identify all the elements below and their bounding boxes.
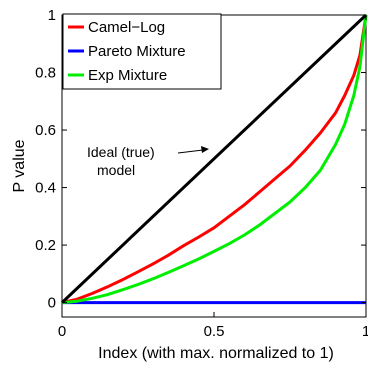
y-tick-label: 0.4: [35, 180, 56, 197]
x-tick-label: 0.5: [204, 323, 225, 340]
series-line-ideal: [60, 13, 368, 304]
annotation-line-2: model: [97, 162, 135, 178]
y-axis-label: P value: [11, 139, 28, 192]
y-tick-label: 0.2: [35, 237, 56, 254]
ideal-annotation: Ideal (true) model: [87, 144, 209, 178]
legend-box: [62, 13, 222, 90]
series-line-exp-mixture: [61, 14, 368, 305]
x-tick-label: 1: [362, 323, 368, 340]
annotation-arrow-shaft: [177, 149, 204, 154]
annotation-arrowhead: [201, 146, 209, 153]
legend-label-exp-mixture: Exp Mixture: [88, 67, 167, 84]
legend-label-pareto-mixture: Pareto Mixture: [88, 43, 186, 60]
y-tick-label: 0.6: [35, 122, 56, 139]
series-line-camel-log: [61, 14, 368, 305]
x-axis-label: Index (with max. normalized to 1): [98, 345, 334, 362]
x-tick-label: 0: [58, 323, 66, 340]
annotation-line-1: Ideal (true): [87, 144, 155, 160]
axis-ticks: 0 0.5 1 0 0.2 0.4 0.6 0.8 1: [35, 7, 368, 340]
y-tick-label: 1: [48, 7, 56, 24]
legend-label-camel-log: Camel−Log: [88, 19, 165, 36]
y-tick-label: 0.8: [35, 65, 56, 82]
legend: Camel−Log Pareto Mixture Exp Mixture: [62, 13, 222, 90]
series-lines: [60, 13, 368, 305]
y-tick-label: 0: [48, 295, 56, 312]
